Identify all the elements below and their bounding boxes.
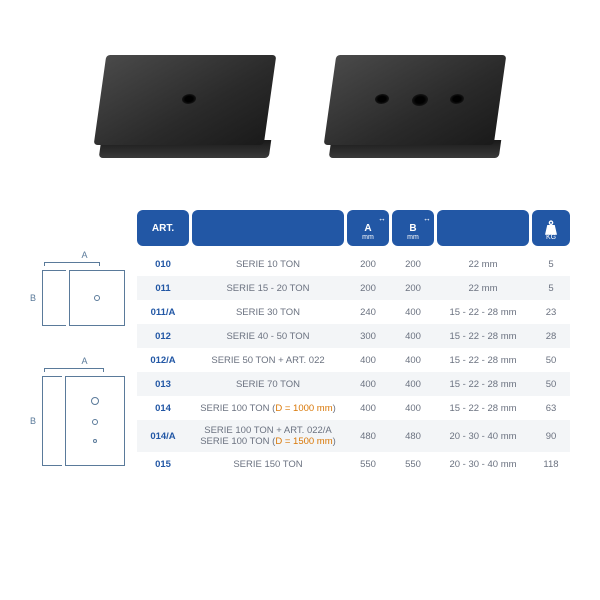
cell-desc: SERIE 50 TON + ART. 022 — [192, 355, 344, 366]
th-b: B↔ mm — [392, 210, 434, 246]
cell-a: 480 — [347, 431, 389, 442]
cell-c: 15 - 22 - 28 mm — [437, 307, 529, 318]
cell-c: 22 mm — [437, 283, 529, 294]
table-row: 011SERIE 15 - 20 TON20020022 mm5 — [137, 276, 570, 300]
cell-a: 240 — [347, 307, 389, 318]
table-row: 015SERIE 150 TON55055020 - 30 - 40 mm118 — [137, 452, 570, 476]
dim-label-a: A — [44, 356, 125, 366]
cell-desc: SERIE 100 TON (D = 1000 mm) — [192, 403, 344, 414]
cell-a: 200 — [347, 259, 389, 270]
cell-b: 200 — [392, 259, 434, 270]
cell-a: 400 — [347, 403, 389, 414]
cell-b: 400 — [392, 379, 434, 390]
cell-b: 400 — [392, 403, 434, 414]
cell-desc: SERIE 15 - 20 TON — [192, 283, 344, 294]
cell-b: 200 — [392, 283, 434, 294]
th-a: A↔ mm — [347, 210, 389, 246]
cell-kg: 23 — [532, 307, 570, 318]
cell-b: 480 — [392, 431, 434, 442]
cell-b: 400 — [392, 331, 434, 342]
cell-desc: SERIE 70 TON — [192, 379, 344, 390]
cell-desc: SERIE 100 TON + ART. 022/ASERIE 100 TON … — [192, 425, 344, 448]
cell-desc: SERIE 30 TON — [192, 307, 344, 318]
cell-art: 015 — [137, 459, 189, 470]
cell-kg: 5 — [532, 259, 570, 270]
table-row: 012SERIE 40 - 50 TON30040015 - 22 - 28 m… — [137, 324, 570, 348]
th-desc — [192, 210, 344, 246]
cell-art: 012/A — [137, 355, 189, 366]
plate-image-single-hole — [90, 50, 280, 170]
th-art: ART. — [137, 210, 189, 246]
spec-table: ART. A↔ mm B↔ mm KG 010SERIE 10 TON20020… — [137, 210, 570, 496]
cell-kg: 90 — [532, 431, 570, 442]
cell-kg: 28 — [532, 331, 570, 342]
plate-image-three-holes — [320, 50, 510, 170]
dim-label-b: B — [30, 293, 36, 303]
cell-kg: 50 — [532, 379, 570, 390]
cell-art: 011/A — [137, 307, 189, 318]
cell-a: 300 — [347, 331, 389, 342]
cell-kg: 118 — [532, 459, 570, 470]
table-row: 014SERIE 100 TON (D = 1000 mm)40040015 -… — [137, 396, 570, 420]
cell-c: 15 - 22 - 28 mm — [437, 379, 529, 390]
cell-art: 011 — [137, 283, 189, 294]
cell-a: 200 — [347, 283, 389, 294]
diagram-square: A B — [30, 250, 125, 326]
cell-c: 15 - 22 - 28 mm — [437, 331, 529, 342]
cell-c: 20 - 30 - 40 mm — [437, 431, 529, 442]
cell-a: 400 — [347, 379, 389, 390]
cell-b: 550 — [392, 459, 434, 470]
table-body: 010SERIE 10 TON20020022 mm5011SERIE 15 -… — [137, 252, 570, 476]
product-images — [30, 20, 570, 210]
cell-a: 400 — [347, 355, 389, 366]
cell-art: 013 — [137, 379, 189, 390]
table-row: 014/ASERIE 100 TON + ART. 022/ASERIE 100… — [137, 420, 570, 452]
th-empty — [437, 210, 529, 246]
cell-a: 550 — [347, 459, 389, 470]
cell-kg: 5 — [532, 283, 570, 294]
cell-kg: 50 — [532, 355, 570, 366]
dim-label-b: B — [30, 416, 36, 426]
dimension-icon: ↔ — [423, 214, 430, 223]
cell-desc: SERIE 150 TON — [192, 459, 344, 470]
dimension-diagrams: A B A B — [30, 210, 125, 496]
cell-desc: SERIE 40 - 50 TON — [192, 331, 344, 342]
cell-b: 400 — [392, 307, 434, 318]
cell-desc: SERIE 10 TON — [192, 259, 344, 270]
cell-c: 22 mm — [437, 259, 529, 270]
cell-c: 15 - 22 - 28 mm — [437, 403, 529, 414]
dimension-icon: ↔ — [378, 214, 385, 223]
cell-art: 012 — [137, 331, 189, 342]
cell-kg: 63 — [532, 403, 570, 414]
table-header: ART. A↔ mm B↔ mm KG — [137, 210, 570, 246]
cell-art: 014/A — [137, 431, 189, 442]
cell-c: 15 - 22 - 28 mm — [437, 355, 529, 366]
th-weight: KG — [532, 210, 570, 246]
cell-art: 014 — [137, 403, 189, 414]
table-row: 013SERIE 70 TON40040015 - 22 - 28 mm50 — [137, 372, 570, 396]
dim-label-a: A — [44, 250, 125, 260]
cell-c: 20 - 30 - 40 mm — [437, 459, 529, 470]
cell-b: 400 — [392, 355, 434, 366]
table-row: 010SERIE 10 TON20020022 mm5 — [137, 252, 570, 276]
cell-art: 010 — [137, 259, 189, 270]
diagram-rect: A B — [30, 356, 125, 466]
table-row: 012/ASERIE 50 TON + ART. 02240040015 - 2… — [137, 348, 570, 372]
table-row: 011/ASERIE 30 TON24040015 - 22 - 28 mm23 — [137, 300, 570, 324]
